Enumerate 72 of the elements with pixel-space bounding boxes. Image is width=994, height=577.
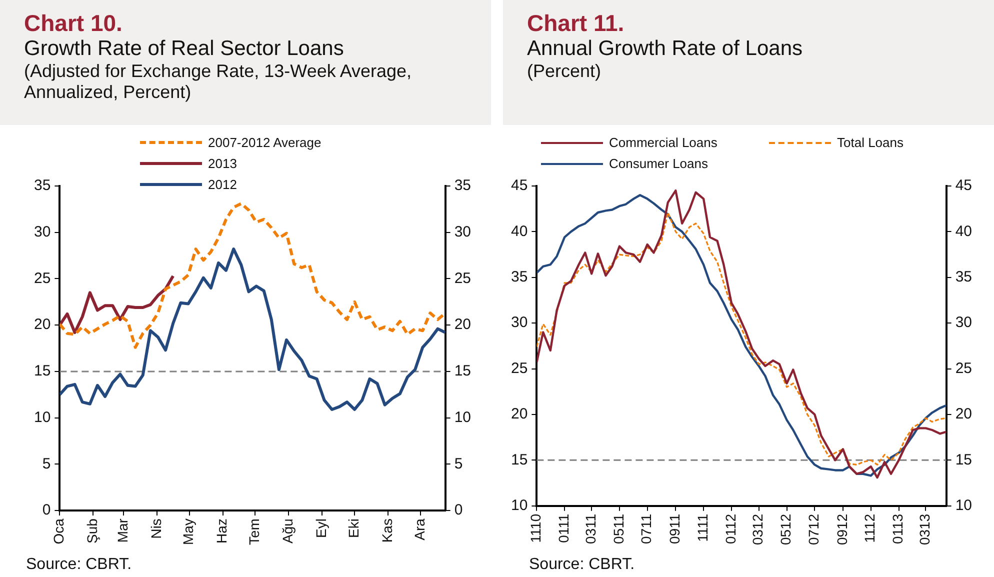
- legend-label: Total Loans: [837, 135, 904, 150]
- y2-tick-label: 0: [454, 502, 463, 519]
- x-tick-label: Tem: [246, 518, 262, 546]
- chart-title: Chart 11.: [527, 10, 626, 37]
- y-tick-label: 15: [510, 451, 528, 468]
- y-tick-label: 30: [510, 314, 528, 332]
- x-tick-label: Haz: [214, 518, 230, 544]
- y-tick-label: 15: [34, 362, 51, 380]
- y-tick-label: 25: [34, 270, 51, 287]
- y2-tick-label: 45: [955, 177, 972, 194]
- chart-subtitle: Annual Growth Rate of Loans (Percent): [527, 37, 804, 82]
- y-tick-label: 45: [510, 177, 528, 194]
- x-tick-label: 0112: [722, 514, 738, 544]
- x-tick-label: May: [180, 518, 196, 546]
- y-tick-label: 30: [34, 224, 51, 241]
- y-tick-label: 0: [42, 502, 51, 519]
- legend-label: Consumer Loans: [609, 156, 708, 171]
- x-tick-label: 0312: [750, 514, 766, 546]
- y2-tick-label: 40: [955, 222, 972, 240]
- y2-tick-label: 10: [454, 408, 472, 426]
- x-tick-label: 0912: [834, 514, 850, 546]
- x-tick-label: 0111: [555, 514, 572, 543]
- x-tick-label: 0712: [806, 514, 822, 546]
- y2-tick-label: 35: [454, 177, 472, 194]
- y2-tick-label: 20: [454, 316, 472, 334]
- y-tick-label: 40: [510, 222, 528, 240]
- y-tick-label: 20: [510, 406, 528, 423]
- legend-label: Commercial Loans: [609, 135, 718, 150]
- y2-tick-label: 25: [955, 360, 972, 377]
- x-tick-label: 0511: [610, 514, 626, 544]
- x-tick-label: 0711: [638, 514, 654, 544]
- line-series: [60, 202, 446, 349]
- x-tick-label: Eyl: [313, 518, 330, 538]
- y2-tick-label: 20: [955, 406, 972, 423]
- x-tick-label: Eki: [345, 518, 362, 538]
- source-note: Source: CBRT.: [529, 556, 635, 574]
- y2-tick-label: 30: [955, 314, 972, 332]
- x-tick-label: 0313: [916, 514, 933, 546]
- y-tick-label: 5: [42, 455, 51, 472]
- y2-tick-label: 30: [454, 224, 472, 241]
- chart-title: Chart 10.: [24, 10, 124, 37]
- x-tick-label: Ağu: [280, 518, 296, 544]
- x-tick-label: 1112: [862, 514, 878, 543]
- y2-tick-label: 25: [454, 270, 472, 287]
- y2-tick-label: 15: [454, 362, 472, 380]
- x-tick-label: Şub: [84, 518, 100, 544]
- legend-label: 2013: [208, 156, 237, 171]
- x-tick-label: 0512: [778, 514, 794, 546]
- y2-tick-label: 10: [955, 496, 972, 514]
- x-tick-label: Oca: [50, 518, 67, 544]
- source-note: Source: CBRT.: [26, 556, 132, 574]
- y-tick-label: 35: [34, 177, 51, 194]
- y2-tick-label: 5: [454, 455, 463, 472]
- x-tick-label: Nis: [148, 518, 164, 539]
- y2-tick-label: 15: [955, 451, 972, 468]
- x-tick-label: 0311: [582, 514, 598, 544]
- x-tick-label: 1111: [694, 514, 710, 542]
- y2-tick-label: 35: [955, 268, 972, 286]
- chart-subtitle: Growth Rate of Real Sector Loans (Adjusted for Exchange Rate, 13-Week Average, Annualized, Percent): [24, 37, 413, 103]
- y-tick-label: 25: [510, 360, 528, 377]
- x-tick-label: Ara: [411, 518, 428, 540]
- x-tick-label: 0911: [666, 514, 683, 544]
- y-tick-label: 20: [34, 316, 51, 334]
- x-tick-label: Kas: [378, 518, 395, 543]
- x-tick-label: 1110: [528, 514, 544, 543]
- y-tick-label: 10: [510, 496, 528, 514]
- legend-label: 2012: [208, 177, 237, 192]
- x-tick-label: 0113: [890, 514, 906, 544]
- y-tick-label: 35: [510, 268, 528, 286]
- x-tick-label: Mar: [114, 518, 130, 543]
- y-tick-label: 10: [34, 408, 51, 426]
- legend-label: 2007-2012 Average: [208, 135, 322, 150]
